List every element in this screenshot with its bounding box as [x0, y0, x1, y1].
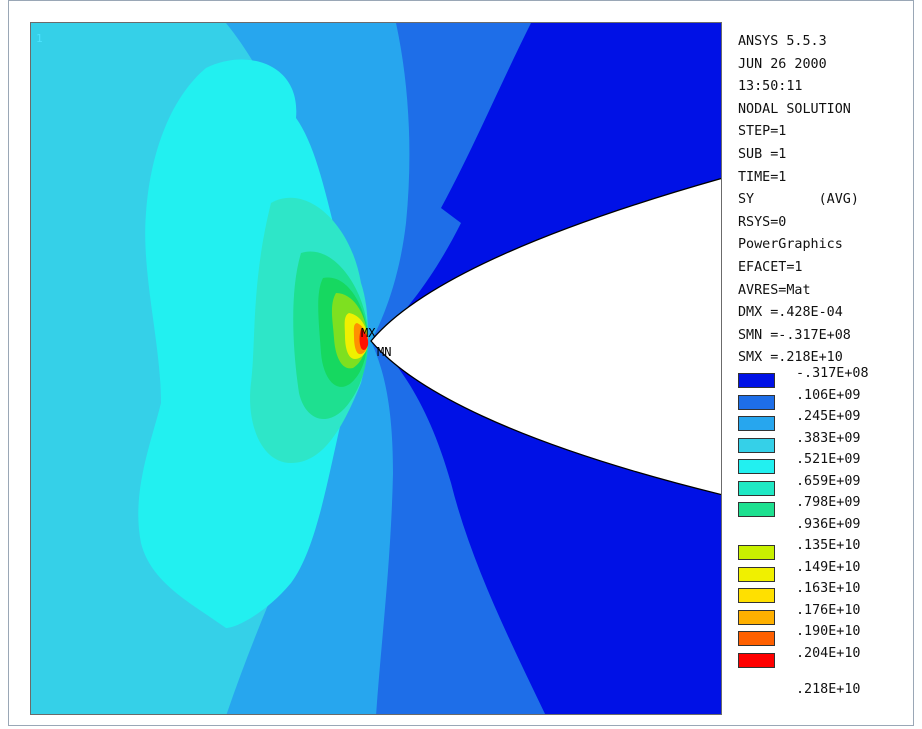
legend-swatch — [738, 631, 775, 646]
info-line: SUB =1 — [738, 146, 787, 162]
legend-swatch — [738, 437, 775, 453]
legend-label: .383E+09 — [796, 430, 861, 446]
contour-legend: -.317E+08 .106E+09 .245E+09 .383E+09 .521E+0… — [738, 366, 914, 675]
legend-label: .936E+09 — [796, 516, 861, 532]
window-number: 1 — [36, 32, 43, 45]
legend-label: .190E+10 — [796, 624, 861, 639]
min-marker-label: MN — [377, 345, 391, 359]
legend-max-label: .218E+10 — [796, 682, 861, 697]
legend-label: .204E+10 — [796, 645, 861, 661]
contour-plot: MX MN — [30, 22, 722, 715]
info-line: DMX =.428E-04 — [738, 305, 843, 321]
info-line: 13:50:11 — [738, 79, 803, 95]
legend-row: .163E+10 — [738, 581, 914, 610]
info-line: TIME=1 — [738, 169, 787, 185]
legend-row: .176E+10 — [738, 603, 914, 632]
contour-plot-svg: MX MN — [31, 23, 721, 714]
region-level-12 — [359, 329, 369, 350]
legend-label: .659E+09 — [796, 473, 861, 489]
info-line: SMN =-.317E+08 — [738, 327, 851, 343]
legend-label: .245E+09 — [796, 409, 861, 424]
legend-row: .204E+10 — [738, 646, 914, 675]
legend-row: .936E+09 — [738, 517, 914, 546]
solution-info-panel: ANSYS 5.5.3 JUN 26 2000 13:50:11 NODAL SOLU… — [738, 31, 914, 370]
legend-swatch — [738, 459, 775, 474]
legend-row: .383E+09 — [738, 431, 914, 460]
legend-label: .521E+09 — [796, 452, 861, 467]
legend-row: .190E+10 — [738, 624, 914, 653]
legend-swatch — [738, 545, 775, 560]
info-line: ANSYS 5.5.3 — [738, 34, 827, 49]
legend-swatch — [738, 373, 775, 388]
legend-row: .245E+09 — [738, 409, 914, 438]
legend-row: -.317E+08 — [738, 366, 914, 395]
info-line: JUN 26 2000 — [738, 56, 827, 72]
legend-swatch — [738, 502, 775, 517]
legend-label: .163E+10 — [796, 581, 861, 596]
info-line: RSYS=0 — [738, 214, 787, 230]
legend-row: .135E+10 — [738, 538, 914, 567]
legend-swatch — [738, 394, 775, 410]
legend-row: .659E+09 — [738, 474, 914, 503]
legend-label: .106E+09 — [796, 387, 861, 403]
info-line: STEP=1 — [738, 124, 787, 140]
info-line: SY (AVG) — [738, 192, 859, 208]
legend-label: -.317E+08 — [796, 366, 869, 381]
info-line: EFACET=1 — [738, 259, 803, 275]
legend-swatch — [738, 609, 775, 625]
legend-label: .798E+09 — [796, 495, 861, 510]
info-line: NODAL SOLUTION — [738, 101, 851, 117]
legend-row: .521E+09 — [738, 452, 914, 481]
info-line: PowerGraphics — [738, 237, 843, 253]
max-marker-label: MX — [361, 326, 376, 340]
legend-swatch — [738, 416, 775, 431]
legend-label: .149E+10 — [796, 559, 861, 575]
legend-row: .149E+10 — [738, 560, 914, 589]
legend-row: .798E+09 — [738, 495, 914, 524]
legend-swatch — [738, 566, 775, 582]
legend-row: .106E+09 — [738, 388, 914, 417]
legend-swatch — [738, 652, 775, 668]
legend-swatch — [738, 588, 775, 603]
info-line: AVRES=Mat — [738, 282, 811, 298]
legend-swatch — [738, 480, 775, 496]
info-line: SMX =.218E+10 — [738, 350, 843, 366]
notch-opening — [370, 177, 721, 496]
legend-label: .135E+10 — [796, 538, 861, 553]
legend-label: .176E+10 — [796, 602, 861, 618]
